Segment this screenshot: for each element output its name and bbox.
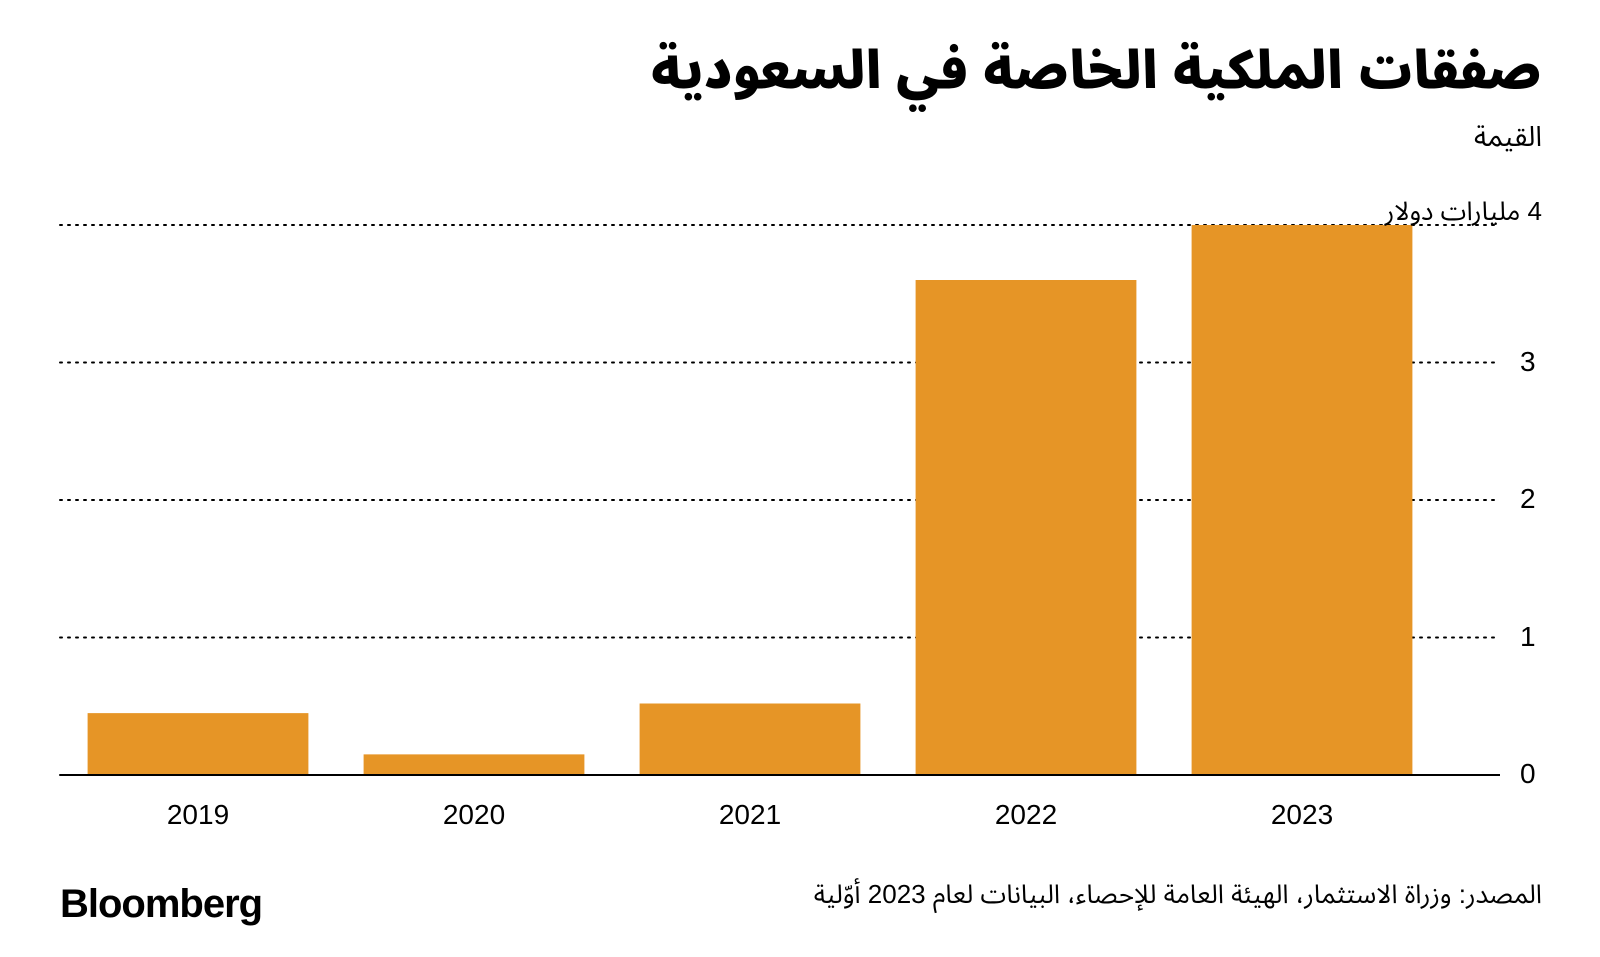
x-axis-tick: 2023 <box>1271 799 1333 831</box>
x-axis-tick: 2022 <box>995 799 1057 831</box>
bar <box>88 713 309 775</box>
chart-container: صفقات الملكية الخاصة في السعودية القيمة … <box>0 0 1600 957</box>
bar <box>916 280 1137 775</box>
y-axis-tick: 0 <box>1520 758 1536 790</box>
bar <box>1192 225 1413 775</box>
y-axis-tick: 1 <box>1520 621 1536 653</box>
y-axis-tick: 3 <box>1520 346 1536 378</box>
brand-label: Bloomberg <box>60 882 262 927</box>
x-axis-tick: 2019 <box>167 799 229 831</box>
chart-plot <box>0 0 1600 957</box>
y-axis-tick: 2 <box>1520 483 1536 515</box>
x-axis-tick: 2020 <box>443 799 505 831</box>
x-axis-tick: 2021 <box>719 799 781 831</box>
bar <box>364 754 585 775</box>
source-label: المصدر: وزراة الاستثمار، الهيئة العامة ل… <box>814 868 1542 923</box>
bar <box>640 704 861 776</box>
y-axis-unit: 4 مليارات دولار <box>1385 185 1542 240</box>
